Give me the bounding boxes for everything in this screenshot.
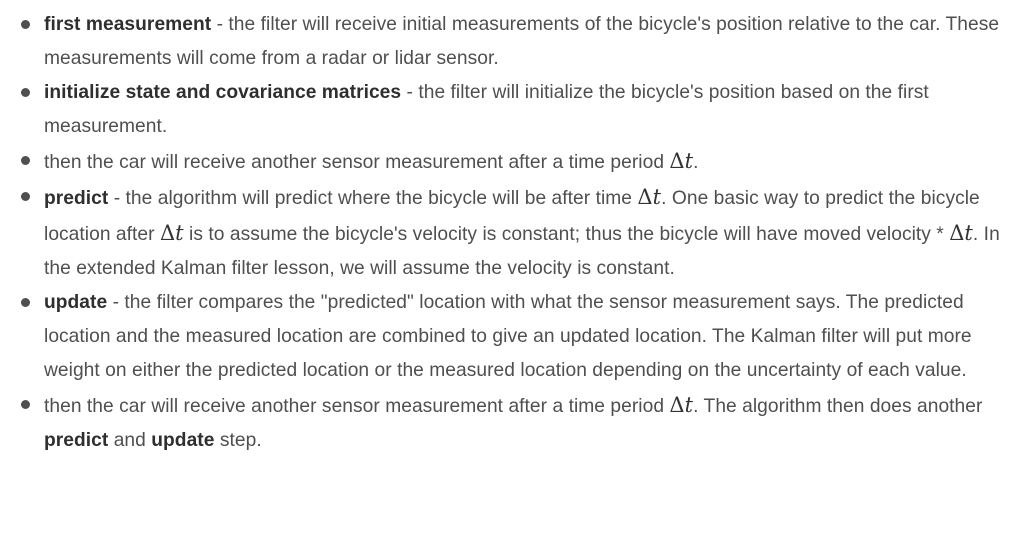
delta-symbol: Δ: [637, 185, 653, 209]
term-first-measurement: first measurement: [44, 14, 212, 35]
item-text: - the filter will initialize the bicycle…: [44, 82, 929, 137]
item-text: - the filter will receive initial measur…: [44, 14, 1000, 69]
list-item-initialize: initialize state and covariance matrices…: [0, 76, 1000, 144]
item-text: . The algorithm then does another: [693, 396, 983, 417]
item-text: . In the extended Kalman filter lesson, …: [44, 224, 1000, 279]
delta-t-math: Δt: [160, 221, 184, 245]
bullet-list: first measurement - the filter will rece…: [0, 8, 1000, 458]
bullet-icon: [21, 20, 30, 29]
delta-symbol: Δ: [669, 149, 685, 173]
delta-symbol: Δ: [669, 393, 685, 417]
item-text: - the filter compares the "predicted" lo…: [44, 292, 972, 381]
term-initialize: initialize state and covariance matrices: [44, 82, 402, 103]
list-item-receive-measurement: then the car will receive another sensor…: [0, 144, 1000, 180]
t-variable: t: [684, 393, 694, 417]
t-variable: t: [684, 149, 694, 173]
bullet-icon: [21, 298, 30, 307]
item-text: .: [693, 152, 699, 173]
delta-t-math: Δt: [637, 185, 661, 209]
t-variable: t: [964, 221, 973, 245]
term-predict: predict: [44, 188, 109, 209]
delta-t-math: Δt: [949, 221, 973, 245]
item-text: - the algorithm will predict where the b…: [108, 188, 638, 209]
item-text: then the car will receive another sensor…: [44, 152, 670, 173]
list-item-repeat: then the car will receive another sensor…: [0, 388, 1000, 458]
bullet-icon: [21, 400, 30, 409]
delta-t-math: Δt: [669, 393, 693, 417]
term-update: update: [151, 430, 215, 451]
term-update: update: [44, 292, 108, 313]
t-variable: t: [652, 185, 662, 209]
bullet-icon: [21, 192, 30, 201]
delta-symbol: Δ: [159, 221, 176, 245]
item-text: step.: [214, 430, 262, 451]
delta-t-math: Δt: [669, 149, 693, 173]
item-text: then the car will receive another sensor…: [44, 396, 670, 417]
list-item-first-measurement: first measurement - the filter will rece…: [0, 8, 1000, 76]
item-text: is to assume the bicycle's velocity is c…: [183, 224, 950, 245]
delta-symbol: Δ: [949, 221, 965, 245]
item-text: . One basic way to predict the bicycle l…: [44, 188, 980, 245]
term-predict: predict: [44, 430, 109, 451]
list-item-predict: predict - the algorithm will predict whe…: [0, 180, 1000, 286]
bullet-icon: [21, 156, 30, 165]
bullet-icon: [21, 88, 30, 97]
item-text: and: [108, 430, 152, 451]
list-item-update: update - the filter compares the "predic…: [0, 286, 1000, 388]
t-variable: t: [175, 221, 184, 245]
